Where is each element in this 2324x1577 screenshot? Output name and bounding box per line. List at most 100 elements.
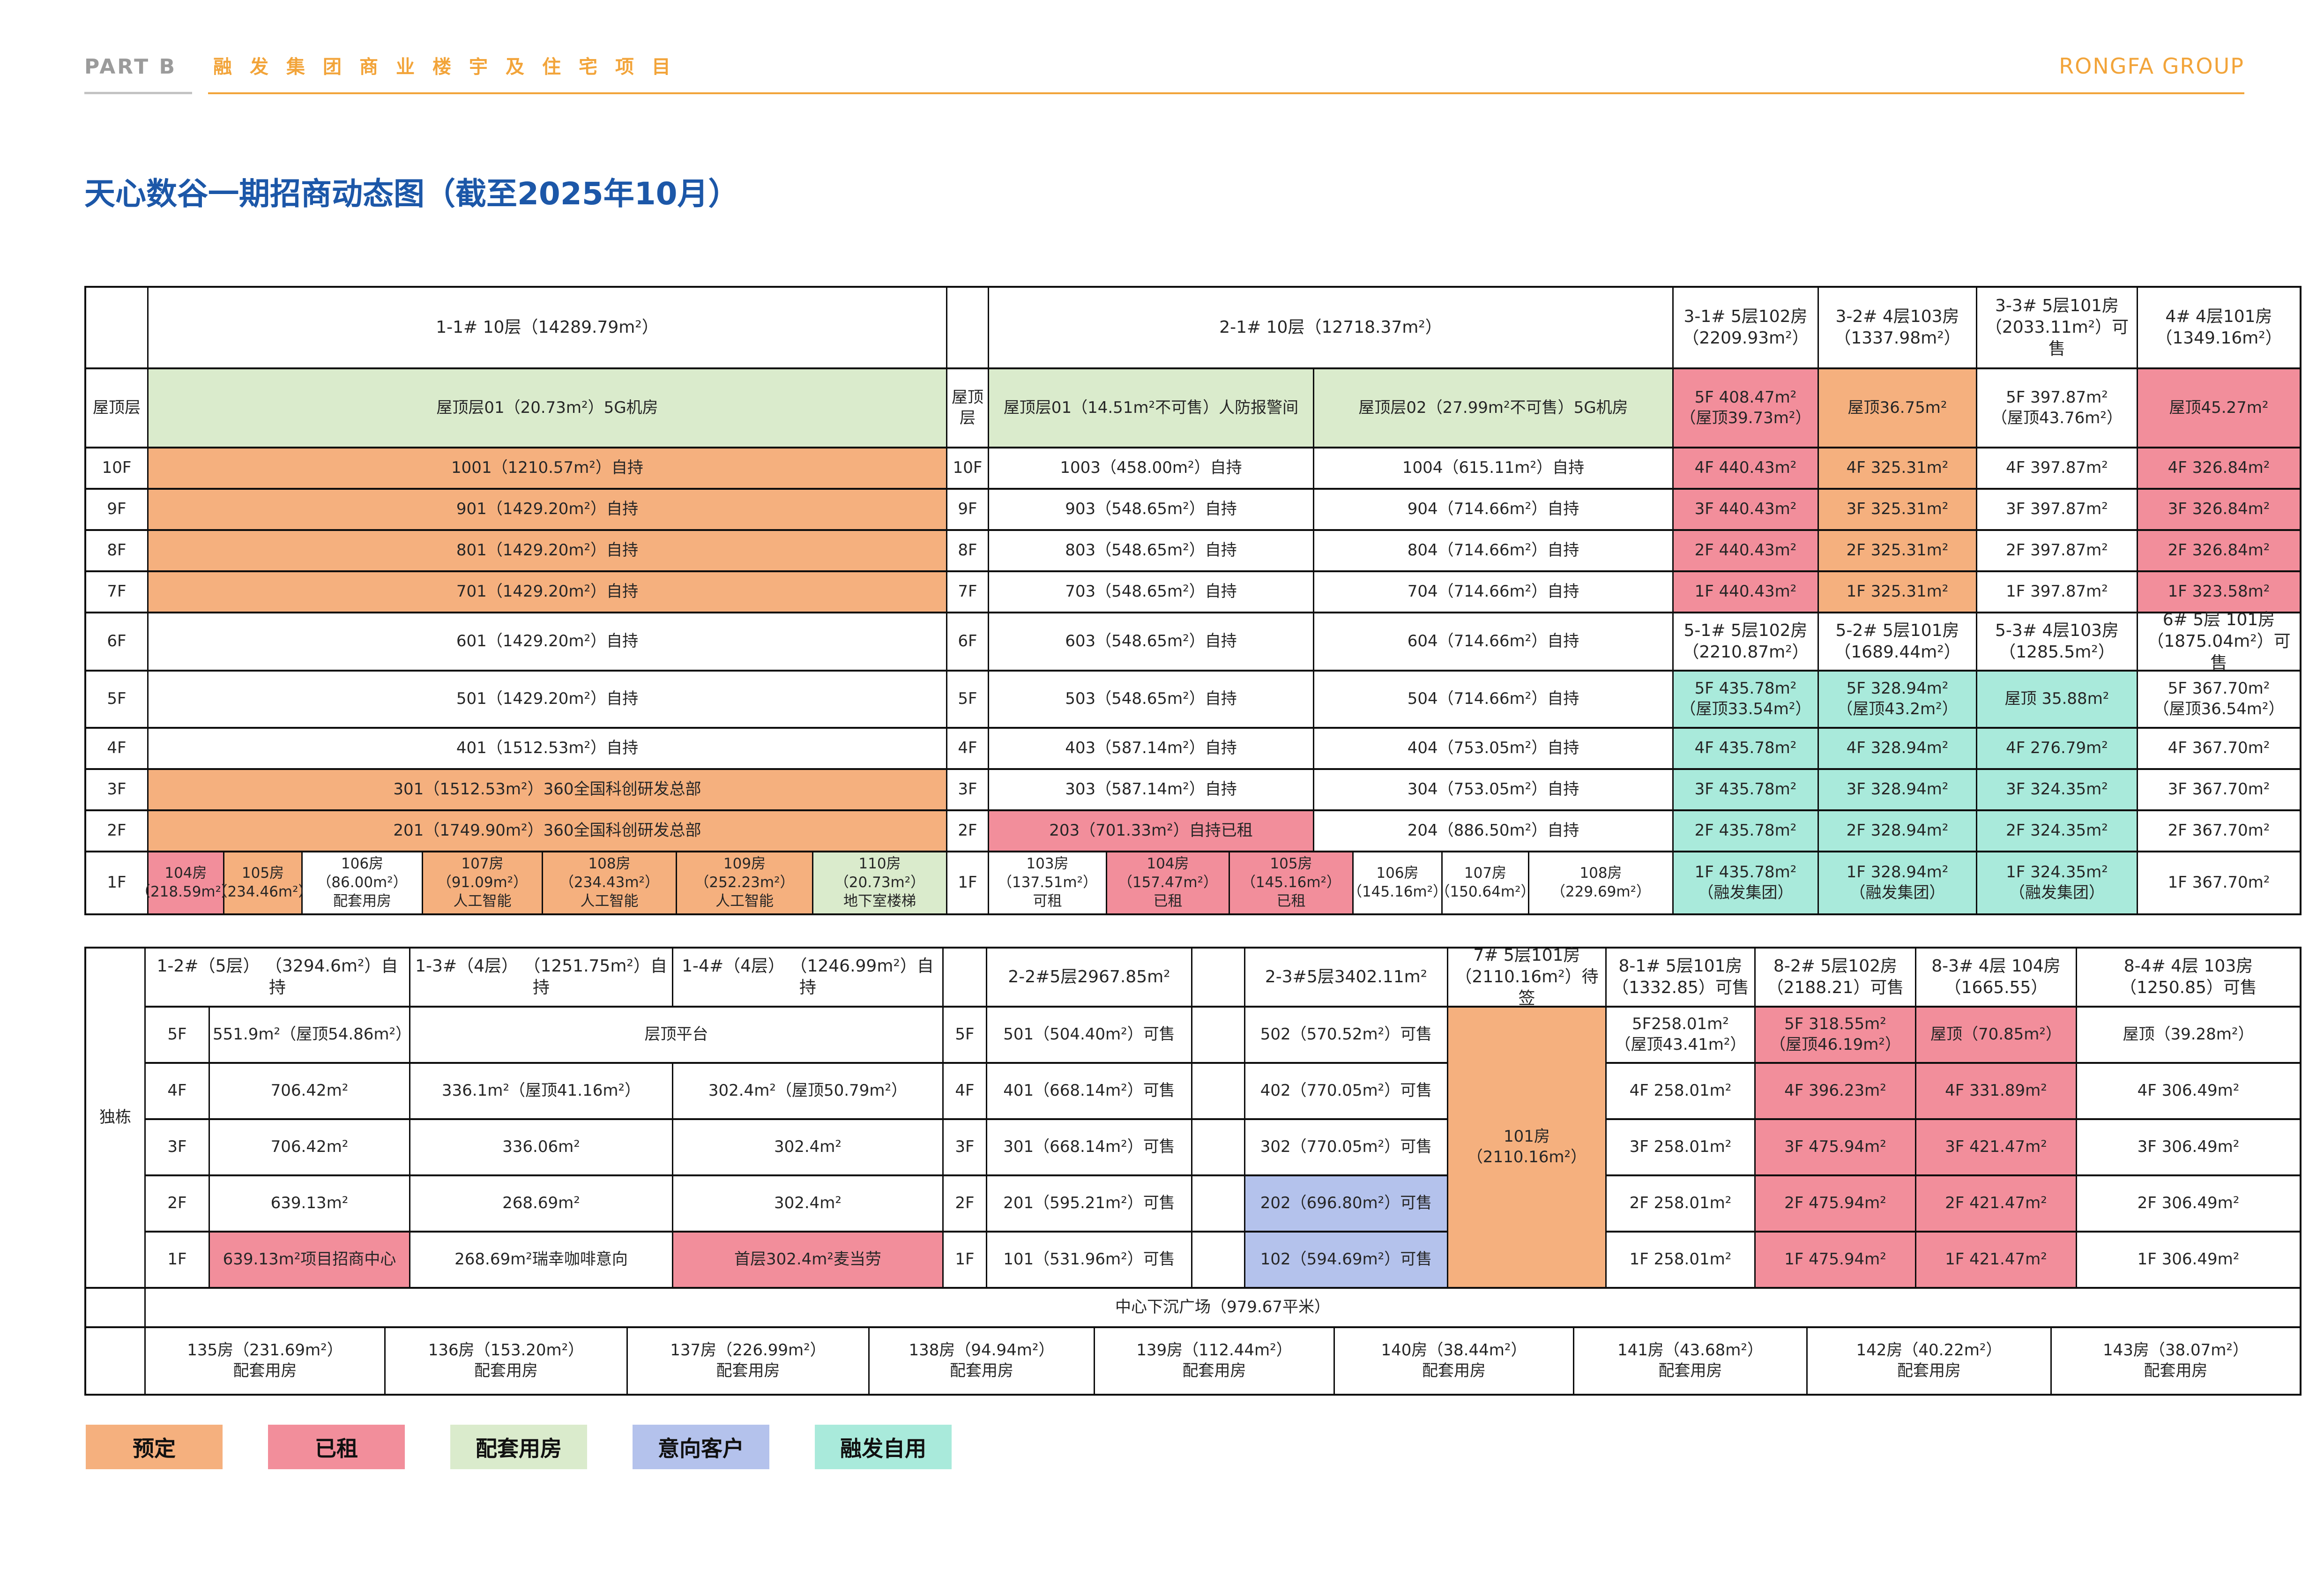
unit-cell: 601（1429.20m²）自持 [149, 613, 946, 670]
legend-item: 融发自用 [815, 1425, 952, 1469]
detached-grid: 独栋 1-2#（5层） （3294.6m²）自持 1-3#（4层） （1251.75… [86, 946, 2300, 1287]
empty-cell [86, 1328, 144, 1394]
unit-cell: 2F 326.84m² [2138, 531, 2300, 570]
unit-cell: 1F 324.35m² （融发集团） [1977, 852, 2137, 913]
unit-cell: 1004（615.11m²）自持 [1314, 448, 1672, 488]
building-header: 8-1# 5层101房 （1332.85）可售 [1607, 949, 1754, 1006]
empty-cell [944, 949, 986, 1006]
unit-cell: 107房 （150.64m²） [1435, 852, 1535, 913]
floor-label: 9F [86, 490, 147, 529]
unit-cell: 268.69m²瑞幸咖啡意向 [410, 1233, 672, 1287]
unit-cell: 904（714.66m²）自持 [1314, 490, 1672, 529]
unit-cell: 3F 435.78m² [1674, 770, 1817, 809]
header-rule [84, 92, 2244, 94]
legend-item: 配套用房 [450, 1425, 587, 1469]
unit-cell: 3F 306.49m² [2077, 1120, 2300, 1174]
unit-cell: 4F 258.01m² [1607, 1064, 1754, 1118]
unit-cell: 1F 306.49m² [2077, 1233, 2300, 1287]
unit-cell: 1F 328.94m² （融发集团） [1819, 852, 1976, 913]
empty-cell [86, 1289, 144, 1326]
unit-cell: 901（1429.20m²）自持 [149, 490, 946, 529]
unit-cell: 4F 397.87m² [1977, 448, 2137, 488]
unit-cell: 屋顶层01（14.51m²不可售）人防报警间 [989, 369, 1313, 447]
unit-cell: 3F 258.01m² [1607, 1120, 1754, 1174]
floor-label: 屋顶层 [947, 369, 988, 447]
unit-cell: 层顶平台 [410, 1008, 942, 1062]
unit-cell: 804（714.66m²）自持 [1314, 531, 1672, 570]
floor-label: 4F [944, 1064, 986, 1118]
support-room-cell: 137房（226.99m²） 配套用房 [628, 1328, 868, 1394]
unit-cell: 102（594.69m²）可售 [1245, 1233, 1447, 1287]
building-header: 8-4# 4层 103房 （1250.85）可售 [2077, 949, 2300, 1006]
unit-cell: 703（548.65m²）自持 [989, 572, 1313, 612]
unit-cell: 1F 397.87m² [1977, 572, 2137, 612]
empty-cell [1192, 1008, 1244, 1062]
unit-cell: 401（668.14m²）可售 [987, 1064, 1191, 1118]
unit-cell: 5F 397.87m² （屋顶43.76m²） [1977, 369, 2137, 447]
unit-cell: 1001（1210.57m²）自持 [149, 448, 946, 488]
unit-cell: 105房（145.16m²） 已租 [1230, 852, 1352, 913]
unit-cell: 1F 367.70m² [2138, 852, 2300, 913]
floor-label: 1F [947, 852, 988, 913]
legend: 预定 已租 配套用房 意向客户 融发自用 [86, 1425, 952, 1469]
floor-label: 4F [86, 729, 147, 768]
empty-cell [947, 288, 988, 367]
floor-label: 2F [944, 1176, 986, 1231]
unit-cell: 4F 440.43m² [1674, 448, 1817, 488]
unit-cell: 2F 258.01m² [1607, 1176, 1754, 1231]
unit-cell: 101（531.96m²）可售 [987, 1233, 1191, 1287]
unit-cell: 2F 435.78m² [1674, 811, 1817, 851]
empty-cell [1192, 1233, 1244, 1287]
unit-cell: 604（714.66m²）自持 [1314, 613, 1672, 670]
floor-label: 3F [947, 770, 988, 809]
unit-cell: 203（701.33m²）自持已租 [989, 811, 1313, 851]
unit-cell: 4F 326.84m² [2138, 448, 2300, 488]
unit-cell: 108房 （229.69m²） [1529, 852, 1672, 913]
floor-label: 5F [944, 1008, 986, 1062]
unit-cell: 3F 440.43m² [1674, 490, 1817, 529]
unit-cell: 4F 396.23m² [1756, 1064, 1915, 1118]
unit-cell: 401（1512.53m²）自持 [149, 729, 946, 768]
unit-cell: 2F 324.35m² [1977, 811, 2137, 851]
unit-cell: 3F 421.47m² [1916, 1120, 2076, 1174]
unit-cell: 302（770.05m²）可售 [1245, 1120, 1447, 1174]
building-header: 3-3# 5层101房 （2033.11m²）可售 [1977, 288, 2137, 367]
floor-label: 2F [146, 1176, 209, 1231]
unit-cell: 1F 258.01m² [1607, 1233, 1754, 1287]
unit-cell: 501（504.40m²）可售 [987, 1008, 1191, 1062]
floor-label: 4F [146, 1064, 209, 1118]
building-header: 8-3# 4层 104房 （1665.55） [1916, 949, 2076, 1006]
floor-label: 10F [86, 448, 147, 488]
unit-cell: 4F 331.89m² [1916, 1064, 2076, 1118]
unit-cell: 屋顶 35.88m² [1977, 672, 2137, 727]
unit-cell: 701（1429.20m²）自持 [149, 572, 946, 612]
unit-cell: 504（714.66m²）自持 [1314, 672, 1672, 727]
support-room-cell: 142房（40.22m²） 配套用房 [1808, 1328, 2050, 1394]
unit-cell: 104房 （218.59m²） [136, 852, 236, 913]
building-header: 3-2# 4层103房 （1337.98m²） [1819, 288, 1976, 367]
unit-cell: 404（753.05m²）自持 [1314, 729, 1672, 768]
support-rooms-row: 135房（231.69m²） 配套用房 136房（153.20m²） 配套用房 13… [86, 1328, 2300, 1394]
support-room-cell: 141房（43.68m²） 配套用房 [1574, 1328, 1806, 1394]
empty-cell [1192, 1176, 1244, 1231]
unit-cell: 4F 328.94m² [1819, 729, 1976, 768]
unit-cell: 3F 325.31m² [1819, 490, 1976, 529]
unit-cell: 屋顶层02（27.99m²不可售）5G机房 [1314, 369, 1672, 447]
unit-cell: 3F 326.84m² [2138, 490, 2300, 529]
unit-cell: 5F 408.47m² （屋顶39.73m²） [1674, 369, 1817, 447]
building-header: 5-2# 5层101房 （1689.44m²） [1819, 613, 1976, 670]
unit-cell: 502（570.52m²）可售 [1245, 1008, 1447, 1062]
unit-cell: 屋顶（70.85m²） [1916, 1008, 2076, 1062]
floor-label: 5F [86, 672, 147, 727]
floor-label: 7F [947, 572, 988, 612]
unit-cell: 801（1429.20m²）自持 [149, 531, 946, 570]
unit-cell: 503（548.65m²）自持 [989, 672, 1313, 727]
support-room-cell: 140房（38.44m²） 配套用房 [1335, 1328, 1573, 1394]
unit-cell: 803（548.65m²）自持 [989, 531, 1313, 570]
unit-cell: 336.1m²（屋顶41.16m²） [410, 1064, 672, 1118]
floor-label: 屋顶层 [86, 369, 147, 447]
unit-cell: 3F 367.70m² [2138, 770, 2300, 809]
building-header: 1-4#（4层） （1246.99m²）自持 [673, 949, 942, 1006]
unit-cell: 110房（20.73m²） 地下室楼梯 [813, 852, 946, 913]
building-header: 2-1# 10层（12718.37m²） [989, 288, 1672, 367]
